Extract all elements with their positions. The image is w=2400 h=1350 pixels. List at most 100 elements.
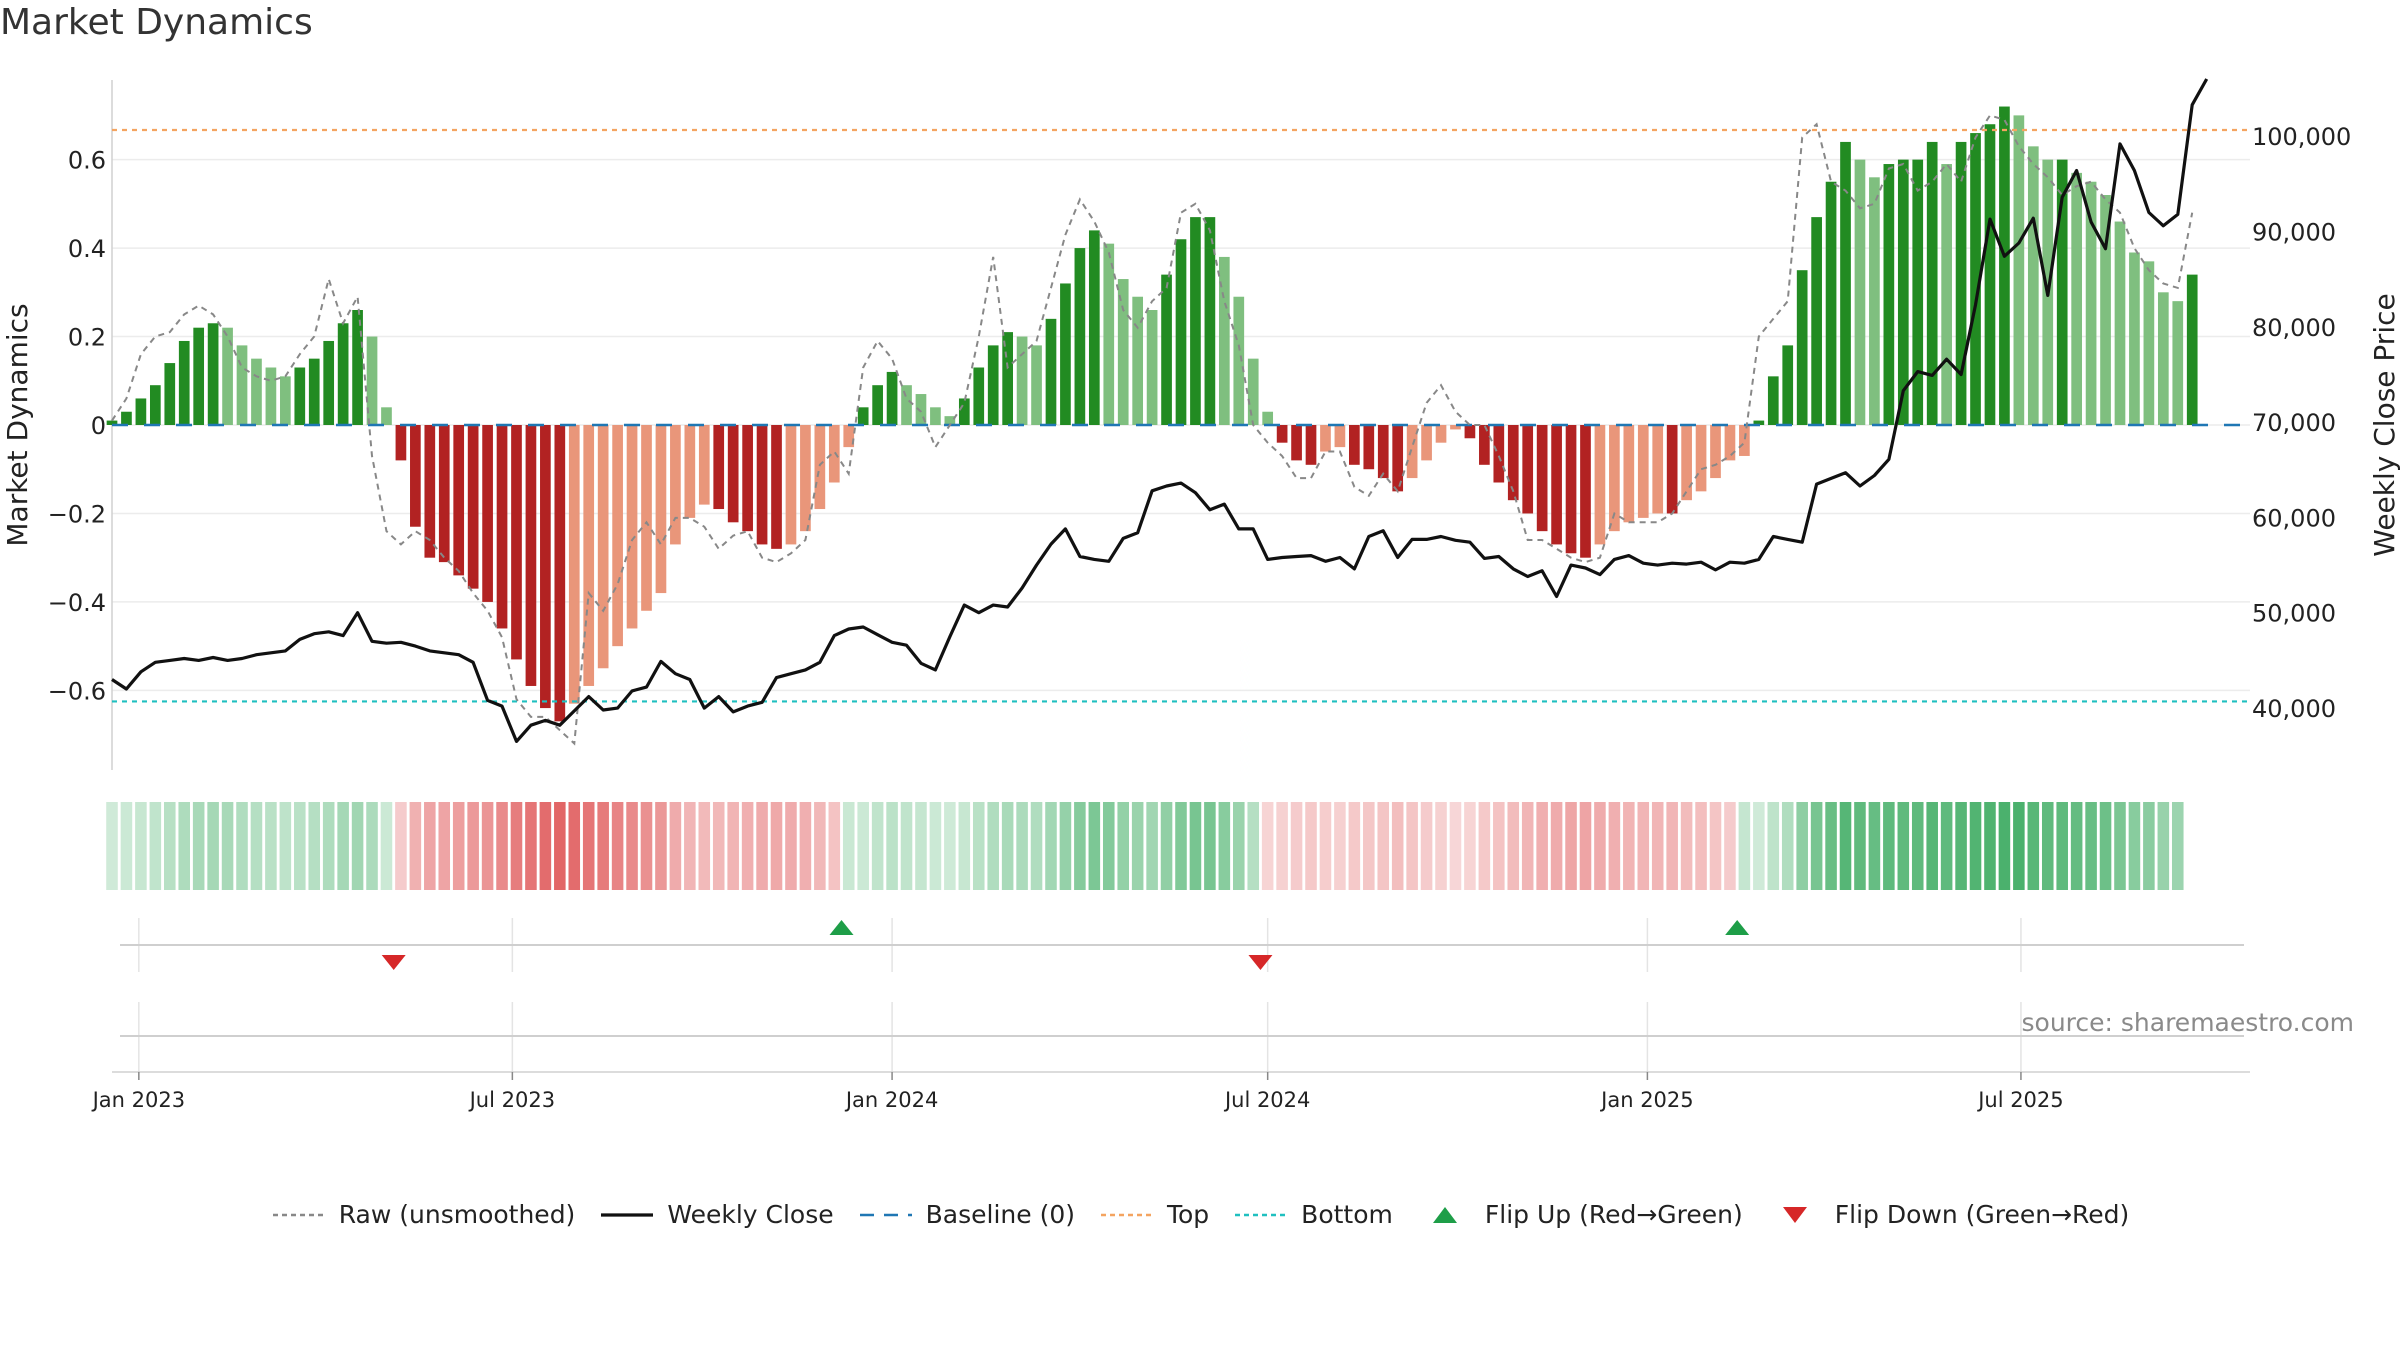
dynamics-bar: [1421, 425, 1432, 461]
x-tick-label: Jul 2023: [468, 1088, 555, 1112]
dynamics-bar: [901, 385, 912, 425]
legend-swatch-top: [1100, 1213, 1153, 1216]
regime-cell: [1088, 802, 1101, 890]
dynamics-bar: [366, 336, 378, 425]
dynamics-bar: [1464, 425, 1476, 439]
regime-cell: [1146, 802, 1158, 890]
regime-cell: [1883, 802, 1895, 890]
regime-cell: [1261, 802, 1274, 890]
dynamics-bar: [178, 340, 190, 425]
dynamics-bar: [828, 425, 840, 483]
y2-tick-label: 80,000: [2252, 314, 2336, 342]
regime-cell: [1839, 802, 1852, 890]
dynamics-bar: [1233, 296, 1245, 425]
dynamics-bar: [1334, 425, 1346, 448]
dynamics-bar: [207, 323, 219, 425]
dynamics-bar: [251, 358, 262, 425]
regime-cell: [785, 802, 797, 890]
regime-cell: [597, 802, 609, 890]
dynamics-bar: [1074, 248, 1086, 425]
dynamics-bar: [525, 425, 537, 686]
legend-item-close: Weekly Close: [599, 1200, 834, 1229]
regime-cell: [1045, 802, 1057, 890]
dynamics-bar: [294, 367, 306, 425]
regime-cell: [900, 802, 913, 890]
dynamics-bar: [756, 425, 768, 545]
regime-cell: [2027, 802, 2040, 890]
regime-cell: [712, 802, 725, 890]
legend-label: Flip Up (Red→Green): [1484, 1200, 1743, 1229]
dynamics-bar: [106, 420, 118, 425]
dynamics-bar: [1710, 425, 1721, 479]
regime-cell: [467, 802, 479, 890]
y2-tick-label: 90,000: [2252, 219, 2336, 247]
weekly-close-line: [111, 78, 2209, 744]
regime-cell: [2128, 802, 2141, 890]
regime-cell: [395, 802, 407, 890]
regime-cell: [915, 802, 927, 890]
legend: Raw (unsmoothed) Weekly Close Baseline (0)…: [0, 1200, 2400, 1233]
regime-cell: [842, 802, 855, 890]
dynamics-bar: [540, 425, 551, 709]
regime-cell: [409, 802, 422, 890]
dynamics-bar: [612, 425, 623, 647]
regime-cell: [1911, 802, 1924, 890]
dynamics-bar: [670, 425, 681, 545]
dynamics-bar: [1767, 376, 1779, 425]
regime-cell: [1854, 802, 1866, 890]
y-tick-label: −0.2: [48, 500, 106, 528]
regime-cell: [857, 802, 869, 890]
dynamics-bar: [1262, 411, 1274, 425]
x-tick-label: Jan 2024: [844, 1088, 939, 1112]
dynamics-bar: [987, 345, 999, 425]
regime-cell: [1666, 802, 1678, 890]
regime-cell: [958, 802, 971, 890]
dynamics-bar: [1652, 425, 1664, 514]
regime-cell: [351, 802, 364, 890]
legend-item-flip_up: Flip Up (Red→Green): [1417, 1200, 1743, 1229]
dynamics-bar: [1811, 217, 1822, 425]
dynamics-bar: [843, 425, 855, 448]
regime-cell: [525, 802, 537, 890]
regime-cell: [1016, 802, 1028, 890]
dynamics-bar: [193, 327, 205, 425]
dynamics-bar: [742, 425, 753, 532]
regime-cell: [1406, 802, 1418, 890]
y-tick-label: 0.4: [68, 235, 106, 263]
dynamics-bar: [496, 425, 508, 629]
regime-cell: [1984, 802, 1996, 890]
dynamics-bar: [1276, 425, 1288, 443]
x-tick-label: Jan 2023: [91, 1088, 186, 1112]
regime-cell: [2143, 802, 2155, 890]
dynamics-bar: [1941, 164, 1952, 426]
regime-cell: [582, 802, 595, 890]
regime-cell: [366, 802, 378, 890]
dynamics-bar: [1724, 425, 1736, 461]
dynamics-bar: [785, 425, 797, 545]
regime-cell: [1276, 802, 1288, 890]
dynamics-bar: [655, 425, 667, 594]
regime-cell: [438, 802, 451, 890]
dynamics-bar: [482, 425, 493, 602]
regime-cell: [1435, 802, 1447, 890]
dynamics-bar: [395, 425, 407, 461]
y-tick-label: 0.2: [68, 324, 106, 352]
dynamics-bar: [121, 411, 132, 425]
dynamics-bar: [1132, 296, 1144, 425]
dynamics-bar: [958, 398, 970, 425]
dynamics-bar: [1117, 279, 1129, 425]
regime-cell: [1478, 802, 1491, 890]
regime-cell: [568, 802, 581, 890]
dynamics-bar: [1493, 425, 1505, 483]
regime-cell: [1001, 802, 1014, 890]
dynamics-bar: [2172, 301, 2184, 425]
regime-cell: [1160, 802, 1173, 890]
source-watermark: source: sharemaestro.com: [2021, 1008, 2355, 1037]
regime-cell: [2070, 802, 2083, 890]
dynamics-bar: [1088, 230, 1100, 425]
regime-cell: [1175, 802, 1187, 890]
dynamics-bar: [2143, 261, 2155, 425]
dynamics-bar: [1695, 425, 1707, 492]
dynamics-bar: [2085, 181, 2097, 425]
dynamics-bar: [1912, 159, 1924, 425]
